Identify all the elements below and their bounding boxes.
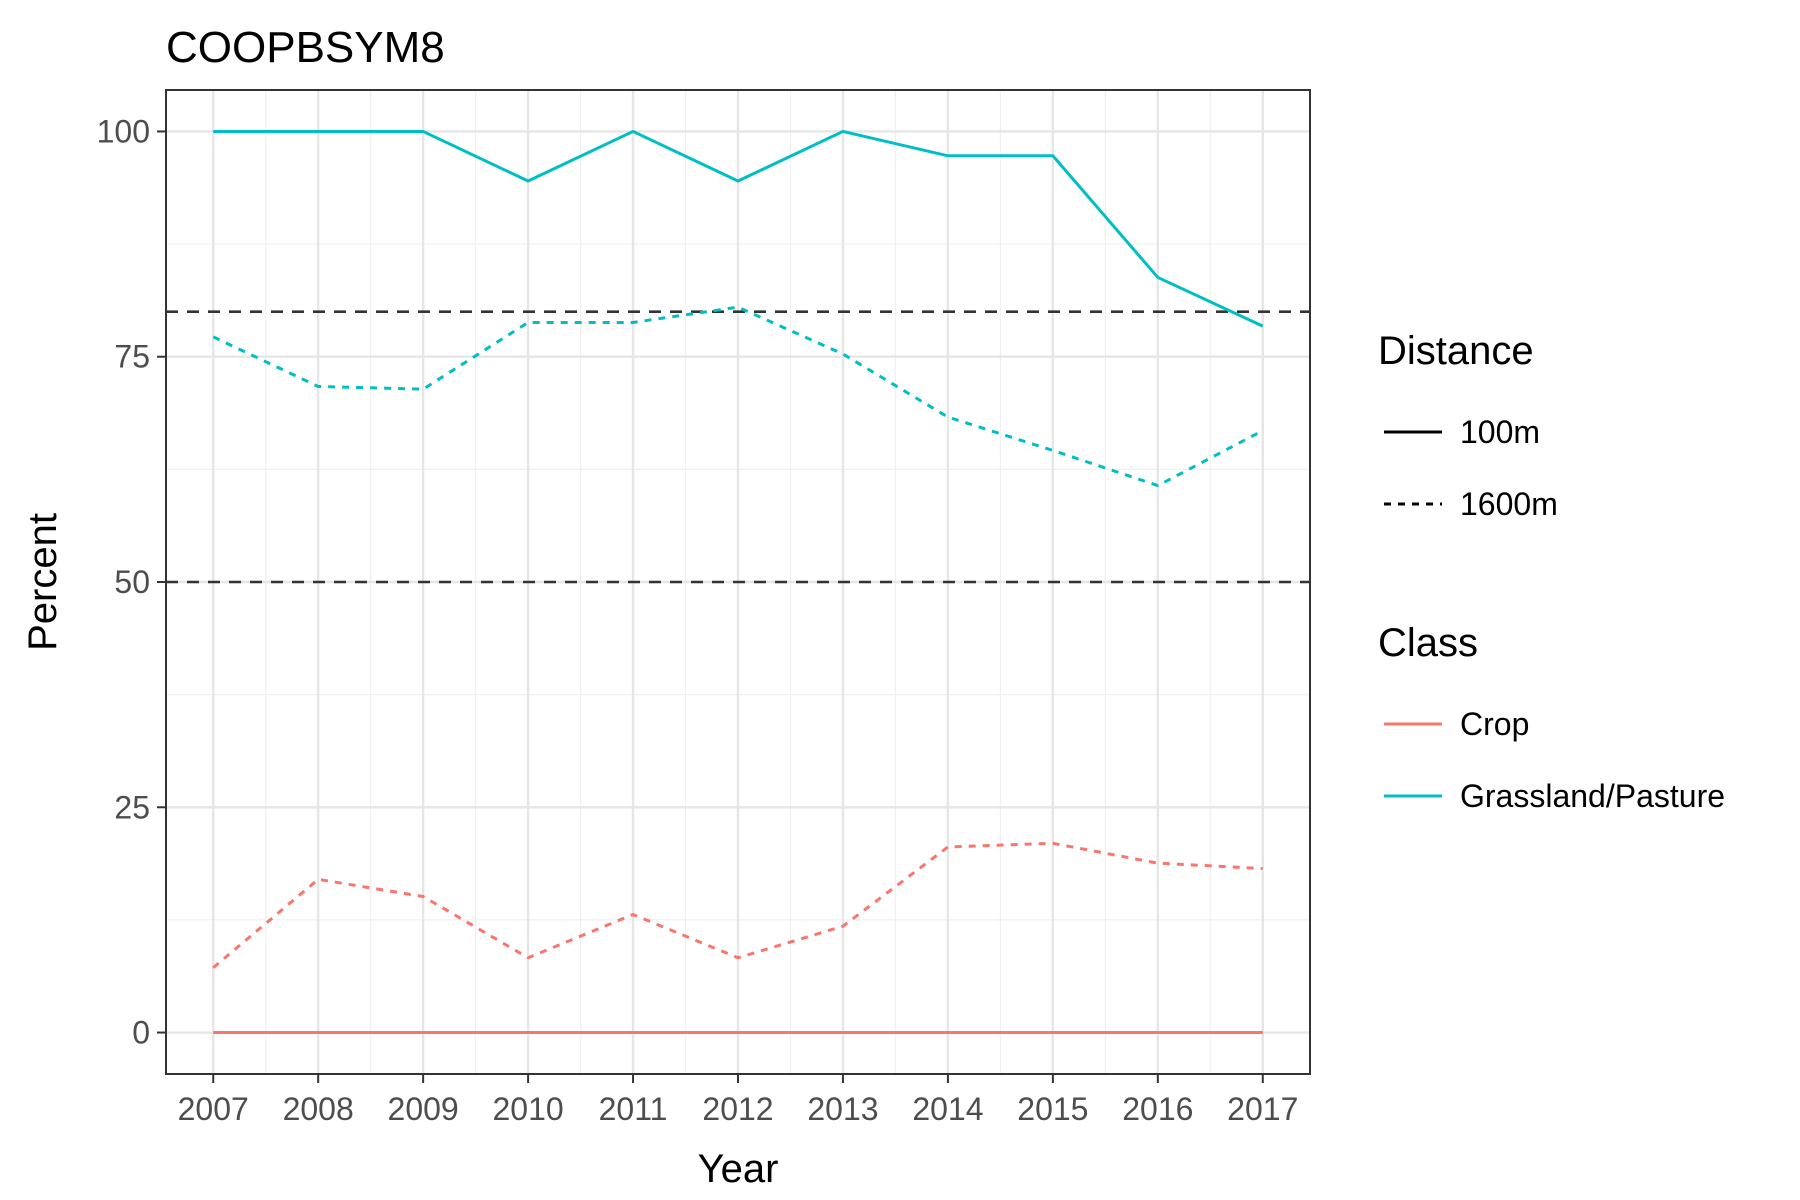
series-line xyxy=(212,841,1263,969)
y-tick-label: 100 xyxy=(97,113,150,149)
x-tick-label: 2016 xyxy=(1122,1091,1193,1127)
axes: 2007 2008 2009 2010 2011 2012 2013 2014 2015 2016… xyxy=(97,113,1299,1127)
legend-title: Class xyxy=(1378,621,1478,665)
y-tick-label: 50 xyxy=(114,564,150,600)
x-tick-label: 2014 xyxy=(912,1091,983,1127)
series-line xyxy=(213,129,1264,328)
legend: Distance 100m 1600m Class Crop Grassland/Past… xyxy=(1378,329,1725,814)
series-lines xyxy=(212,129,1264,1035)
x-tick-label: 2010 xyxy=(492,1091,563,1127)
x-axis-title: Year xyxy=(698,1147,779,1191)
legend-label: Crop xyxy=(1460,706,1529,742)
x-tick-label: 2017 xyxy=(1227,1091,1298,1127)
x-tick-label: 2008 xyxy=(283,1091,354,1127)
x-tick-label: 2015 xyxy=(1017,1091,1088,1127)
legend-label: 1600m xyxy=(1460,486,1558,522)
legend-label: 100m xyxy=(1460,414,1540,450)
y-tick-label: 75 xyxy=(114,339,150,375)
x-tick-label: 2013 xyxy=(807,1091,878,1127)
legend-title: Distance xyxy=(1378,329,1534,373)
y-tick-label: 25 xyxy=(114,789,150,825)
chart-title: COOPBSYM8 xyxy=(166,23,445,72)
series-line xyxy=(212,305,1264,488)
legend-label: Grassland/Pasture xyxy=(1460,778,1725,814)
y-axis-title: Percent xyxy=(21,513,65,651)
x-tick-label: 2011 xyxy=(599,1091,668,1127)
reference-lines xyxy=(166,310,1310,584)
x-tick-label: 2009 xyxy=(388,1091,459,1127)
x-tick-label: 2012 xyxy=(702,1091,773,1127)
x-tick-label: 2007 xyxy=(178,1091,249,1127)
y-tick-label: 0 xyxy=(132,1015,150,1051)
